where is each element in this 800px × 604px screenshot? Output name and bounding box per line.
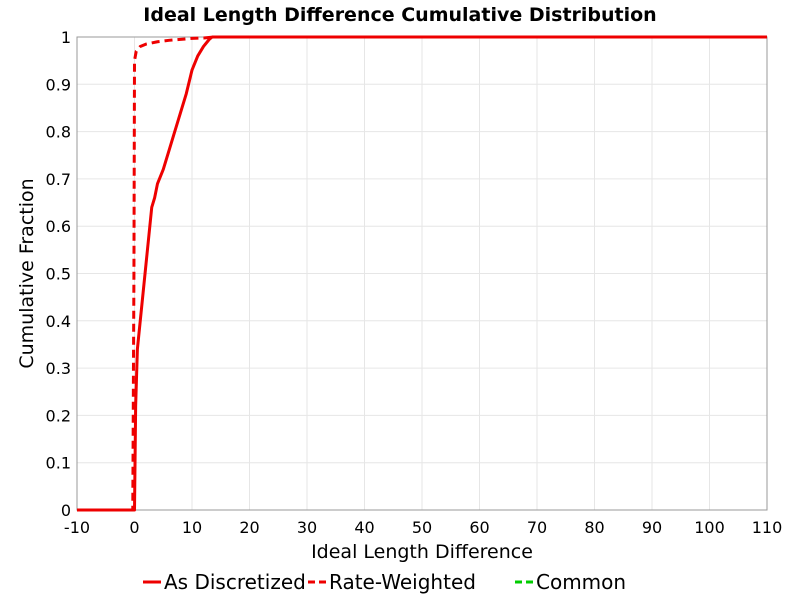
x-tick-label: 10 — [182, 518, 202, 537]
y-tick-label: 1 — [61, 28, 71, 47]
y-tick-label: 0.8 — [46, 123, 71, 142]
y-tick-label: 0.5 — [46, 265, 71, 284]
x-tick-label: 90 — [642, 518, 662, 537]
x-tick-label: 0 — [129, 518, 139, 537]
x-axis-label: Ideal Length Difference — [311, 541, 533, 563]
y-tick-label: 0.4 — [46, 312, 71, 331]
chart-title: Ideal Length Difference Cumulative Distr… — [143, 4, 656, 26]
legend: As Discretized Rate-Weighted Common — [143, 570, 626, 594]
y-axis-label: Cumulative Fraction — [16, 178, 38, 368]
y-tick-label: 0.1 — [46, 454, 71, 473]
x-tick-label: 30 — [297, 518, 317, 537]
series-group — [77, 35, 767, 512]
y-tick-label: 0.2 — [46, 406, 71, 425]
legend-label-2: Common — [536, 570, 626, 594]
y-tick-label: 0 — [61, 501, 71, 520]
y-tick-label: 0.3 — [46, 359, 71, 378]
y-tick-label: 0.9 — [46, 75, 71, 94]
series-line-1 — [77, 35, 767, 512]
x-tick-label: 100 — [694, 518, 725, 537]
y-tick-label: 0.7 — [46, 170, 71, 189]
x-tick-label: 20 — [239, 518, 259, 537]
legend-label-1: Rate-Weighted — [329, 570, 476, 594]
x-tick-label: -10 — [64, 518, 90, 537]
y-tick-label: 0.6 — [46, 217, 71, 236]
x-tick-label: 70 — [527, 518, 547, 537]
series-line-0 — [77, 35, 767, 512]
x-tick-label: 80 — [584, 518, 604, 537]
tick-labels: -10 0 10 20 30 40 50 60 70 80 90 100 11000.10.20.30.… — [46, 28, 783, 537]
legend-label-0: As Discretized — [164, 570, 306, 594]
x-tick-label: 60 — [469, 518, 489, 537]
x-tick-label: 110 — [752, 518, 783, 537]
x-tick-label: 50 — [412, 518, 432, 537]
x-tick-label: 40 — [354, 518, 374, 537]
